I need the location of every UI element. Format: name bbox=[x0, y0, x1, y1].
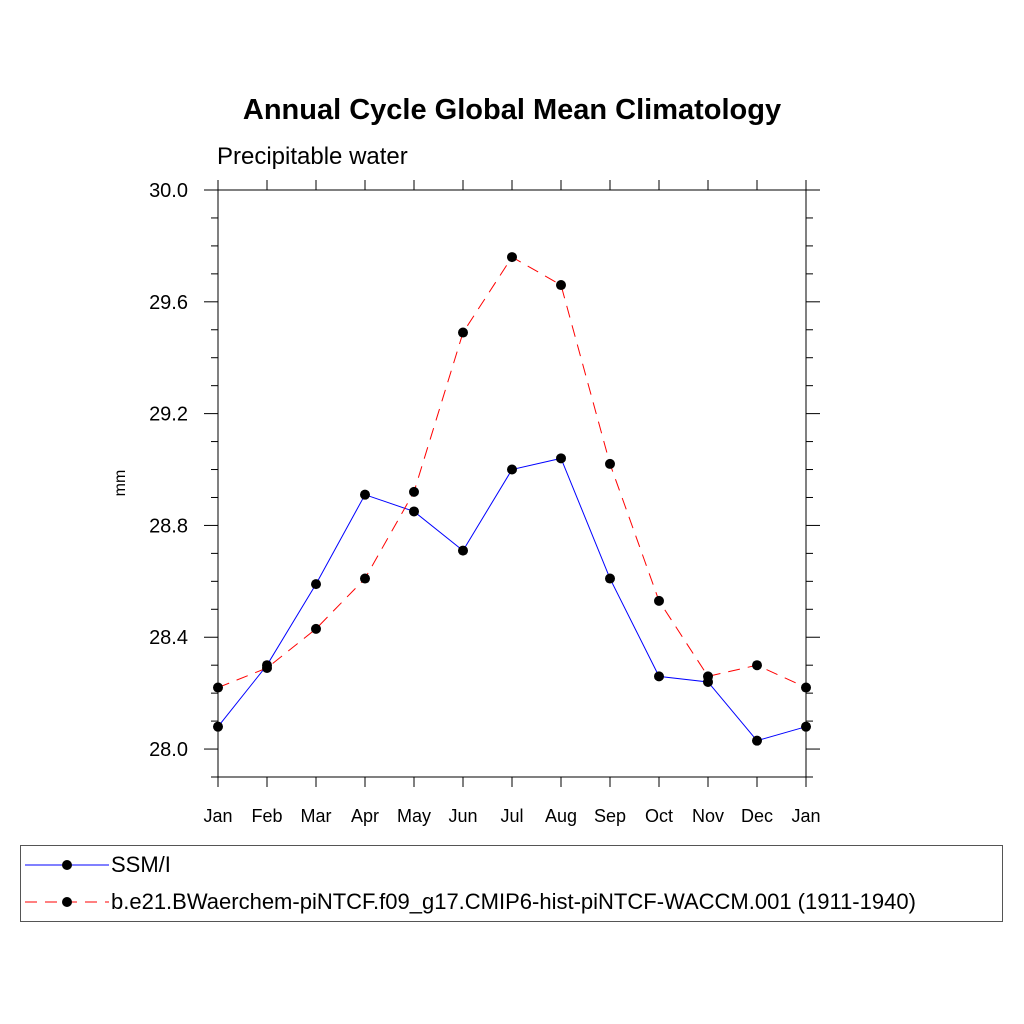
data-point-series-0 bbox=[458, 545, 468, 556]
axes bbox=[217, 189, 807, 778]
x-tick-label: Aug bbox=[545, 806, 577, 826]
x-tick-label: Jan bbox=[791, 806, 820, 826]
data-point-series-0 bbox=[752, 735, 762, 746]
data-point-series-1 bbox=[801, 682, 811, 693]
data-point-series-0 bbox=[654, 671, 664, 682]
legend-item-ssmi: SSM/I bbox=[21, 850, 1002, 880]
x-tick-label: Apr bbox=[351, 806, 379, 826]
legend-item-model: b.e21.BWaerchem-piNTCF.f09_g17.CMIP6-his… bbox=[21, 887, 1002, 917]
series-line-0 bbox=[217, 457, 807, 742]
data-point-series-1 bbox=[556, 280, 566, 291]
x-tick-label: Mar bbox=[301, 806, 332, 826]
y-tick-label: 28.4 bbox=[149, 627, 188, 649]
data-point-series-1 bbox=[262, 662, 272, 673]
y-tick-label: 28.0 bbox=[149, 739, 188, 761]
x-tick-label: Nov bbox=[692, 806, 724, 826]
x-tick-label: Sep bbox=[594, 806, 626, 826]
legend-swatch-ssmi bbox=[25, 860, 109, 870]
y-tick-label: 30.0 bbox=[149, 180, 188, 202]
data-point-series-1 bbox=[507, 252, 517, 263]
y-tick-label: 29.6 bbox=[149, 292, 188, 314]
data-point-series-0 bbox=[556, 453, 566, 464]
chart-title: Annual Cycle Global Mean Climatology bbox=[242, 94, 782, 126]
data-point-series-1 bbox=[605, 458, 615, 469]
plot-frame bbox=[217, 189, 807, 778]
data-point-series-0 bbox=[213, 721, 223, 732]
chart-subtitle: Precipitable water bbox=[217, 143, 408, 170]
series-layer bbox=[213, 252, 811, 746]
x-tick-label: Jun bbox=[448, 806, 477, 826]
data-point-series-1 bbox=[311, 623, 321, 634]
data-point-series-1 bbox=[213, 682, 223, 693]
data-point-series-1 bbox=[360, 573, 370, 584]
x-tick-label: Feb bbox=[251, 806, 282, 826]
legend-swatch-model bbox=[25, 897, 109, 907]
data-point-series-1 bbox=[703, 671, 713, 682]
data-point-series-0 bbox=[409, 506, 419, 517]
data-point-series-0 bbox=[605, 573, 615, 584]
axis-ticks: 28.0 28.4 28.8 29.2 29.6 30.0 Jan Feb Mar Apr May J… bbox=[149, 180, 821, 826]
x-tick-label: May bbox=[397, 806, 431, 826]
x-tick-label: Jul bbox=[500, 806, 523, 826]
legend: SSM/I b.e21.BWaerchem-piNTCF.f09_g17.CMI… bbox=[20, 845, 1003, 922]
y-tick-label: 28.8 bbox=[149, 515, 188, 537]
data-point-series-0 bbox=[360, 489, 370, 500]
x-tick-label: Jan bbox=[203, 806, 232, 826]
data-point-series-0 bbox=[507, 464, 517, 475]
x-tick-label: Dec bbox=[741, 806, 773, 826]
data-point-series-1 bbox=[654, 595, 664, 606]
data-point-series-0 bbox=[311, 579, 321, 590]
data-point-series-0 bbox=[801, 721, 811, 732]
x-tick-label: Oct bbox=[645, 806, 673, 826]
data-point-series-1 bbox=[752, 660, 762, 671]
legend-label-model: b.e21.BWaerchem-piNTCF.f09_g17.CMIP6-his… bbox=[111, 889, 916, 914]
plot-area: 28.0 28.4 28.8 29.2 29.6 30.0 Jan Feb Mar Apr May J… bbox=[149, 180, 821, 826]
y-tick-label: 29.2 bbox=[149, 404, 188, 426]
data-point-series-1 bbox=[409, 486, 419, 497]
data-point-series-1 bbox=[458, 327, 468, 338]
legend-label-ssmi: SSM/I bbox=[111, 852, 171, 877]
